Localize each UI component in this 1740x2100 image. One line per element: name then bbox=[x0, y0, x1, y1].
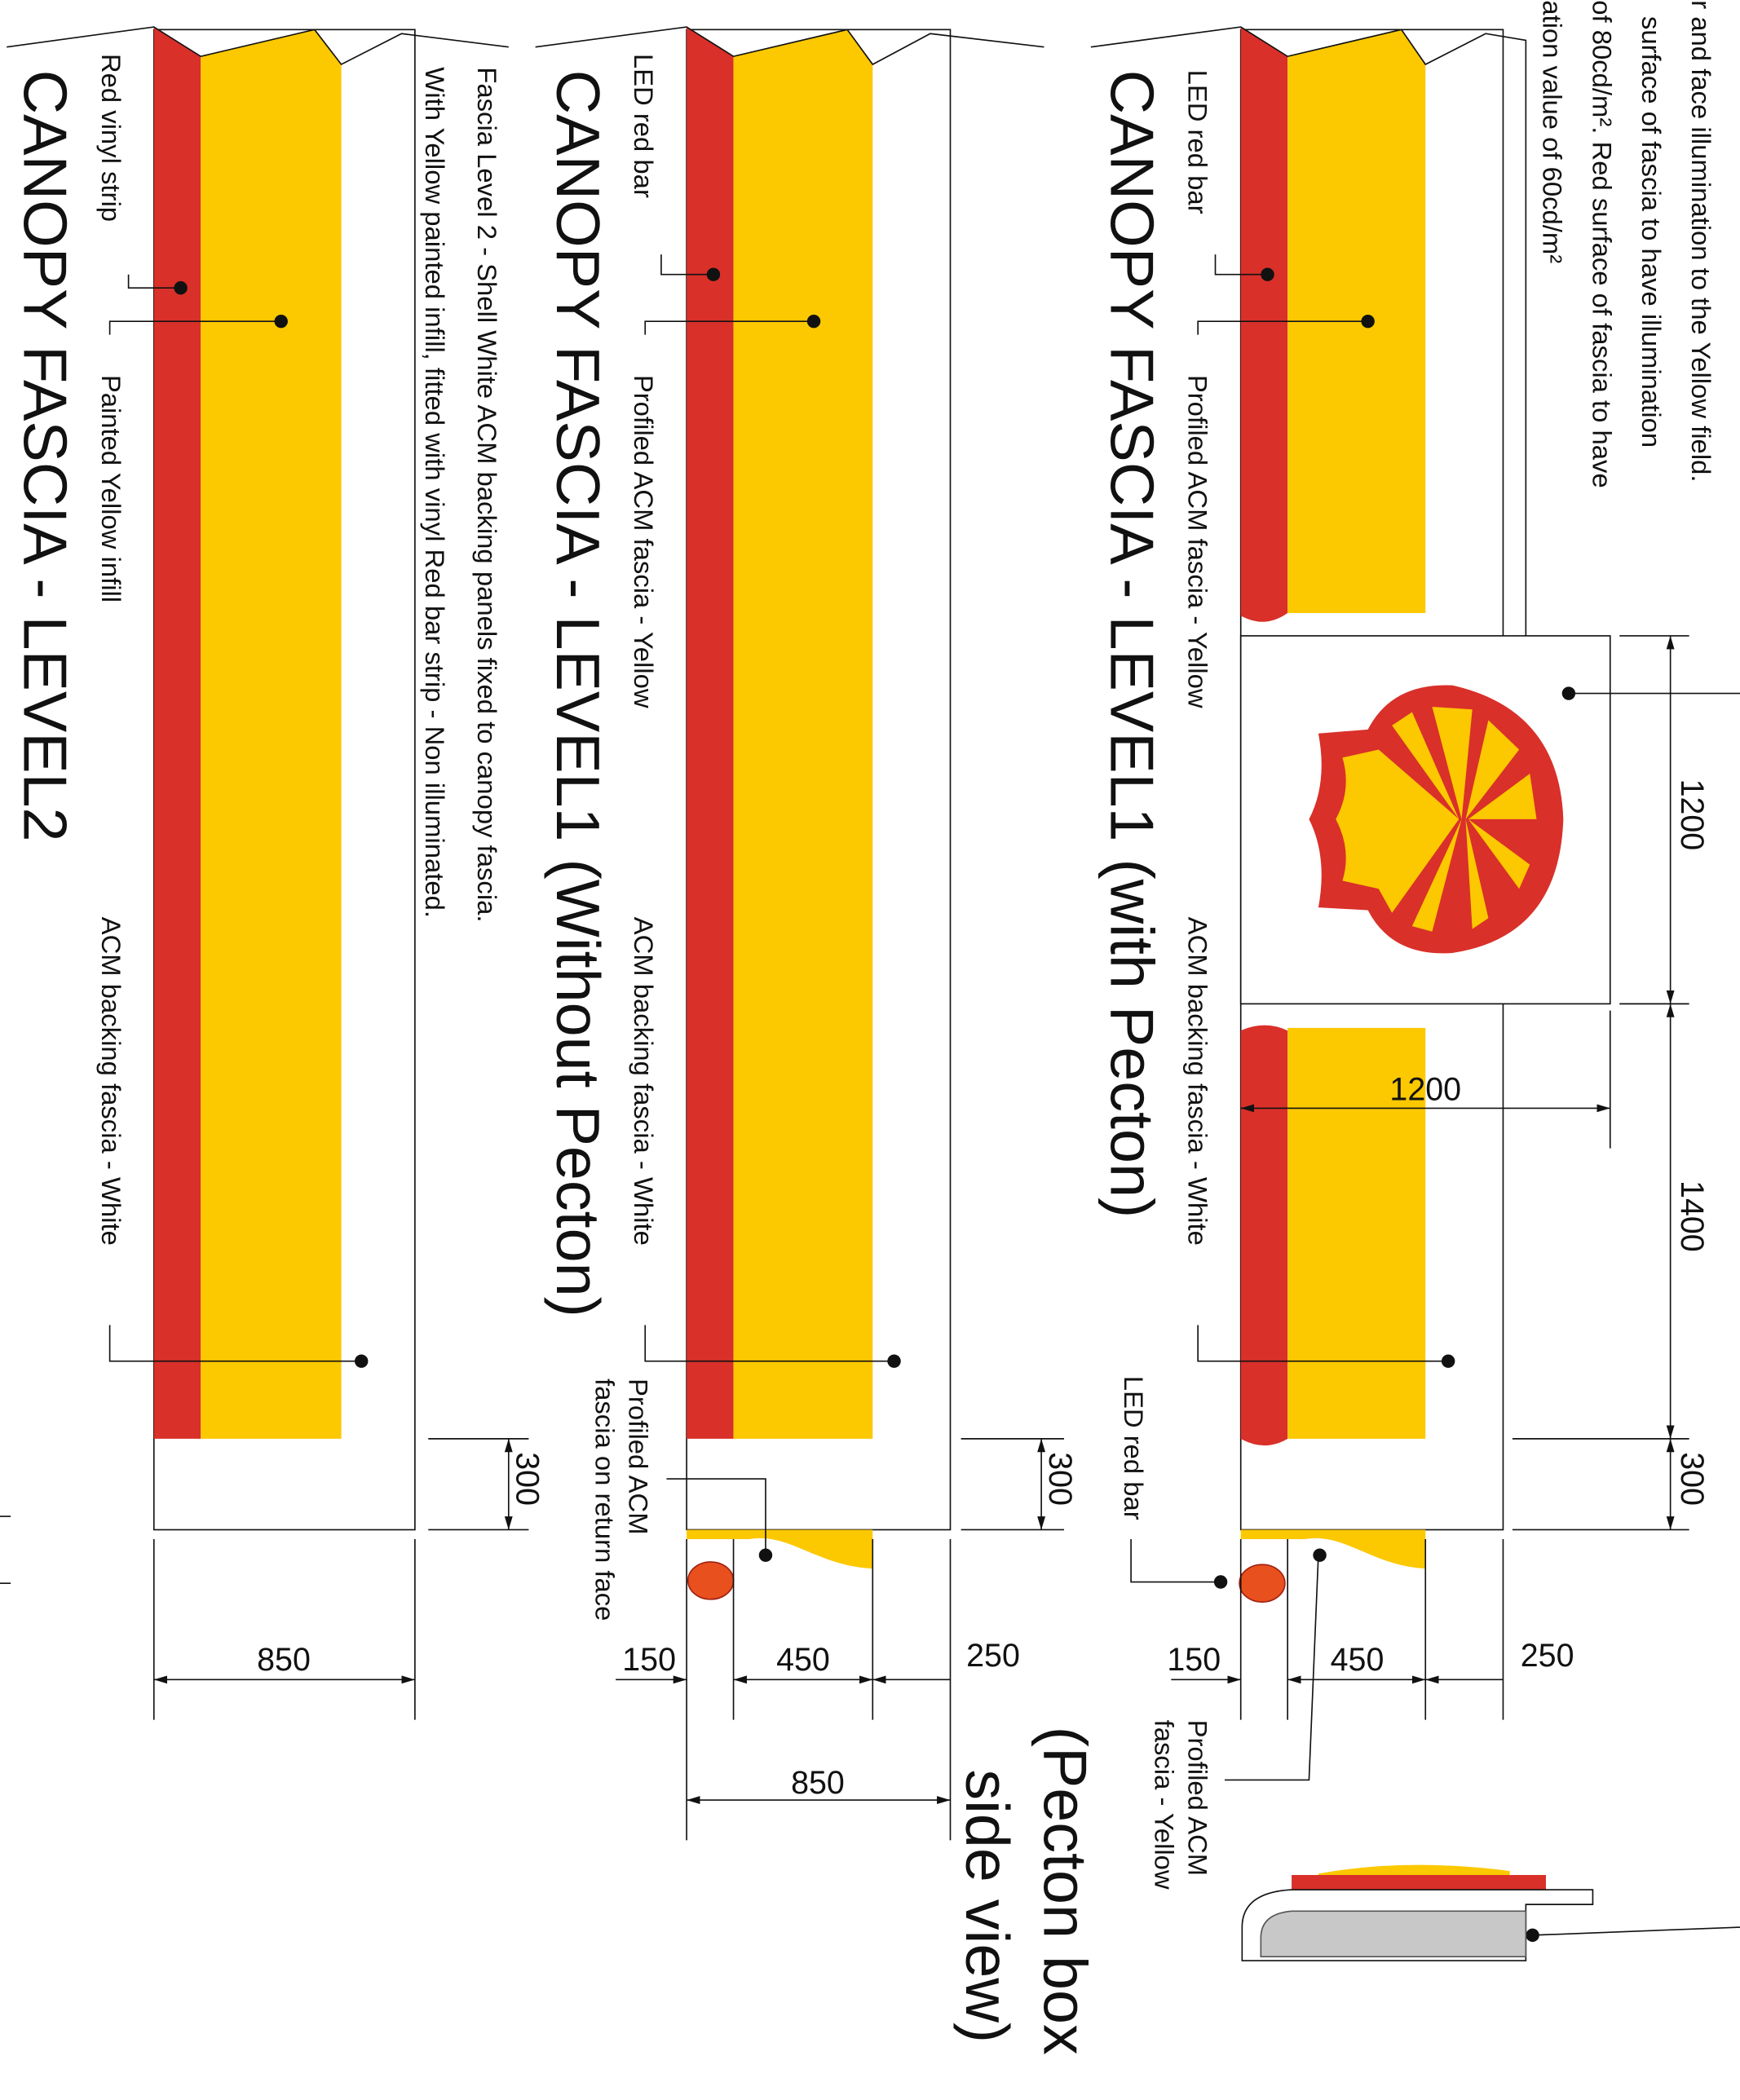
shape bbox=[1260, 1910, 1527, 1957]
dim-label: 1200 bbox=[1674, 779, 1710, 851]
led bbox=[687, 1561, 735, 1600]
label: fascia on return face bbox=[590, 1379, 620, 1621]
level1-panel: CANOPY FASCIA - LEVEL1 (Without Pecton) … bbox=[535, 26, 1078, 1841]
break-line bbox=[1090, 26, 1527, 636]
dim-label: 850 bbox=[257, 1642, 311, 1678]
shape bbox=[1441, 1354, 1455, 1368]
pecton-panel: CANOPY FASCIA - LEVEL1 (with Pecton) LED… bbox=[952, 26, 1740, 2055]
title: CANOPY FASCIA - LEVEL2 bbox=[11, 70, 79, 842]
shape bbox=[1225, 1555, 1319, 1781]
dim-label: 850 bbox=[791, 1765, 845, 1801]
dims bbox=[1171, 635, 1689, 1720]
label: fascia - Yellow bbox=[1150, 1720, 1180, 1890]
shape bbox=[108, 1325, 362, 1362]
dims bbox=[616, 1438, 1065, 1841]
shape bbox=[644, 1325, 894, 1362]
dim-label: 300 bbox=[510, 1452, 545, 1506]
note: r and face illumination to the Yellow fi… bbox=[1686, 0, 1716, 482]
note: of 80cd/m². Red surface of fascia to hav… bbox=[1587, 0, 1617, 488]
shape bbox=[1130, 1538, 1221, 1583]
shape bbox=[127, 274, 181, 289]
return-face bbox=[1240, 1529, 1426, 1569]
side-view-title: side view) bbox=[952, 1769, 1021, 2043]
led-red-bar bbox=[1240, 27, 1288, 622]
notes: r and face illumination to the Yellow fi… bbox=[1538, 0, 1716, 488]
shape bbox=[1197, 320, 1368, 335]
shape bbox=[644, 320, 815, 335]
shape bbox=[1213, 1575, 1228, 1589]
shape bbox=[1261, 267, 1274, 281]
dim-label: 300 bbox=[1674, 1452, 1710, 1506]
dim-label: 150 bbox=[1167, 1642, 1221, 1678]
dim-label: 300 bbox=[1042, 1452, 1078, 1506]
shape bbox=[1214, 254, 1268, 276]
level2-panel: CANOPY FASCIA - LEVEL2 Red vinyl strip P… bbox=[7, 26, 545, 1720]
label: Red vinyl strip bbox=[96, 54, 126, 222]
label: Profiled ACM bbox=[1183, 1720, 1213, 1877]
shape bbox=[706, 267, 721, 281]
shape bbox=[355, 1354, 369, 1368]
shape bbox=[758, 1548, 773, 1562]
label: ACM backing fascia - White bbox=[629, 917, 659, 1246]
shape bbox=[1336, 706, 1537, 932]
label: Painted Yellow infill bbox=[96, 375, 126, 602]
label: Profiled ACM fascia - Yellow bbox=[1183, 375, 1213, 708]
led-red-bar bbox=[1240, 1025, 1288, 1446]
shape bbox=[1526, 1928, 1539, 1943]
dim-label: 250 bbox=[966, 1638, 1020, 1674]
dim-label: 1200 bbox=[1389, 1072, 1461, 1108]
dim-label: 450 bbox=[1331, 1642, 1384, 1678]
shape bbox=[1313, 1548, 1327, 1562]
label: LED red bar bbox=[1119, 1376, 1149, 1520]
yellow-infill bbox=[201, 29, 342, 1439]
shape bbox=[274, 314, 288, 329]
label: LED red bar bbox=[629, 54, 659, 198]
label: ACM backing fascia - White bbox=[96, 917, 126, 1246]
shape bbox=[887, 1354, 901, 1368]
shape bbox=[1197, 1325, 1449, 1362]
return-face bbox=[687, 1529, 873, 1569]
shape bbox=[1361, 314, 1375, 329]
label: Profiled ACM fascia - Yellow bbox=[629, 375, 659, 708]
red-strip bbox=[153, 27, 201, 1439]
note: ation value of 60cd/m² bbox=[1538, 0, 1568, 263]
shape bbox=[666, 1478, 766, 1555]
label: ACM backing fascia - White bbox=[1183, 917, 1213, 1246]
shape bbox=[1318, 1864, 1510, 1877]
shape bbox=[174, 280, 188, 295]
shape bbox=[1292, 1875, 1546, 1890]
note: With Yellow painted infill, fitted with … bbox=[420, 67, 450, 918]
yellow-fascia bbox=[1287, 1027, 1426, 1439]
note: Fascia Level 2 - Shell White ACM backing… bbox=[472, 67, 502, 922]
break-line bbox=[535, 26, 1044, 66]
leaders bbox=[108, 274, 369, 1368]
title: CANOPY FASCIA - LEVEL1 (Without Pecton) bbox=[543, 70, 612, 1317]
dim-label: 150 bbox=[622, 1642, 676, 1678]
leaders bbox=[1130, 254, 1740, 1943]
break-line bbox=[7, 26, 509, 66]
shell-logo bbox=[1309, 685, 1564, 954]
side-view-title: (Pecton box bbox=[1030, 1727, 1098, 2055]
dim-label: 450 bbox=[776, 1642, 830, 1678]
dim-label: 250 bbox=[1521, 1638, 1574, 1674]
shape bbox=[1532, 1926, 1740, 1936]
title: CANOPY FASCIA - LEVEL1 (with Pecton) bbox=[1097, 70, 1165, 1219]
label: Profiled ACM bbox=[624, 1379, 654, 1535]
led-red-bar bbox=[687, 27, 734, 1439]
leaders bbox=[644, 254, 901, 1562]
yellow-fascia bbox=[733, 29, 873, 1439]
side-view bbox=[1241, 1864, 1594, 1961]
dims bbox=[152, 1438, 529, 1720]
shape bbox=[108, 320, 281, 335]
shape bbox=[806, 314, 821, 329]
shape bbox=[1561, 686, 1576, 700]
label: LED red bar bbox=[1183, 70, 1213, 214]
shape bbox=[660, 254, 713, 276]
led bbox=[1239, 1564, 1286, 1603]
dim-label: 1400 bbox=[1674, 1180, 1710, 1252]
note: surface of fascia to have illumination bbox=[1636, 16, 1667, 448]
